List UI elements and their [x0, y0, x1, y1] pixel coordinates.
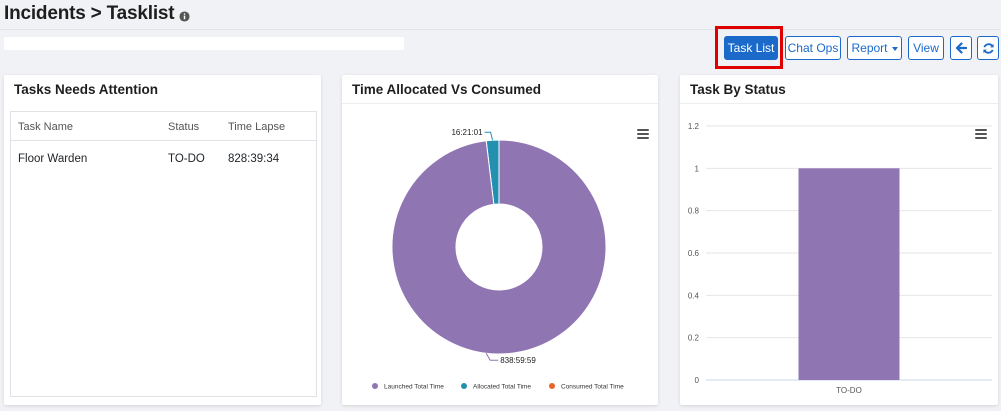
card-divider	[680, 103, 998, 104]
chat-ops-button[interactable]: Chat Ops	[785, 36, 841, 60]
y-tick-label: 0.8	[688, 207, 700, 216]
bar-to-do[interactable]	[798, 168, 900, 380]
task-name-cell[interactable]: Floor Warden	[18, 153, 88, 165]
y-tick-label: 0	[695, 376, 700, 385]
data-label-launched: 838:59:59	[500, 356, 536, 365]
report-label: Report	[851, 41, 888, 55]
table-header-divider	[11, 140, 316, 141]
refresh-icon	[982, 42, 994, 54]
time-card-title: Time Allocated Vs Consumed	[352, 82, 542, 97]
back-button[interactable]	[950, 36, 972, 60]
legend-marker[interactable]	[549, 383, 555, 389]
x-tick-label: TO-DO	[836, 386, 862, 395]
y-tick-label: 0.6	[688, 249, 700, 258]
tasks-attention-card: Tasks Needs Attention Task Name Status T…	[4, 75, 321, 405]
y-tick-label: 0.4	[688, 291, 700, 300]
view-label: View	[913, 41, 939, 55]
legend-item-launched-total-time[interactable]: Launched Total Time	[384, 384, 444, 391]
page-header: Incidents > Tasklist	[4, 0, 190, 28]
y-tick-label: 0.2	[688, 334, 700, 343]
legend-item-allocated-total-time[interactable]: Allocated Total Time	[473, 384, 531, 391]
chat-ops-label: Chat Ops	[787, 41, 839, 55]
report-dropdown-button[interactable]: Report	[847, 36, 902, 60]
toolbar: Task List Chat Ops Report View	[0, 36, 1001, 60]
task-by-status-card: Task By Status 0 0.2 0.4 0.6 0.8 1 1.2 TO-DO	[680, 75, 998, 405]
y-tick-label: 1.2	[688, 122, 700, 131]
chart-menu-icon[interactable]	[975, 129, 987, 139]
card-divider	[342, 103, 658, 104]
caret-down-icon	[891, 46, 898, 51]
tasks-card-title: Tasks Needs Attention	[14, 82, 159, 97]
bar-chart: 0 0.2 0.4 0.6 0.8 1 1.2 TO-DO	[688, 122, 992, 395]
task-list-label: Task List	[727, 41, 775, 55]
task-list-button[interactable]: Task List	[724, 36, 778, 60]
task-status-cell: TO-DO	[168, 153, 205, 165]
filter-bar[interactable]	[4, 37, 404, 50]
info-icon[interactable]	[179, 10, 190, 22]
label-connector	[484, 131, 494, 141]
pie-slice-launched-total-time[interactable]	[391, 139, 607, 355]
arrow-left-icon	[955, 42, 967, 54]
tasks-table: Task Name Status Time Lapse Floor Warden…	[10, 111, 317, 397]
header-divider	[0, 29, 1001, 30]
legend-item-consumed-total-time[interactable]: Consumed Total Time	[561, 384, 624, 391]
status-card-title: Task By Status	[690, 82, 786, 97]
legend-marker[interactable]	[461, 383, 467, 389]
label-connector	[485, 352, 499, 361]
time-allocated-card: Time Allocated Vs Consumed 16:21:01 838:5…	[342, 75, 658, 405]
column-header-task-name[interactable]: Task Name	[18, 121, 74, 133]
chart-menu-icon[interactable]	[637, 129, 649, 139]
page-title: Incidents > Tasklist	[4, 3, 175, 24]
data-label-allocated: 16:21:01	[451, 128, 483, 137]
view-button[interactable]: View	[908, 36, 944, 60]
legend-marker[interactable]	[372, 383, 378, 389]
column-header-status[interactable]: Status	[168, 121, 200, 133]
highlight-annotation	[715, 26, 783, 69]
column-header-time-lapse[interactable]: Time Lapse	[228, 121, 286, 133]
y-tick-label: 1	[695, 164, 700, 173]
task-time-lapse-cell: 828:39:34	[228, 153, 280, 165]
refresh-button[interactable]	[977, 36, 999, 60]
donut-chart: 16:21:01 838:59:59 Launched Total Time Allo…	[372, 128, 624, 391]
